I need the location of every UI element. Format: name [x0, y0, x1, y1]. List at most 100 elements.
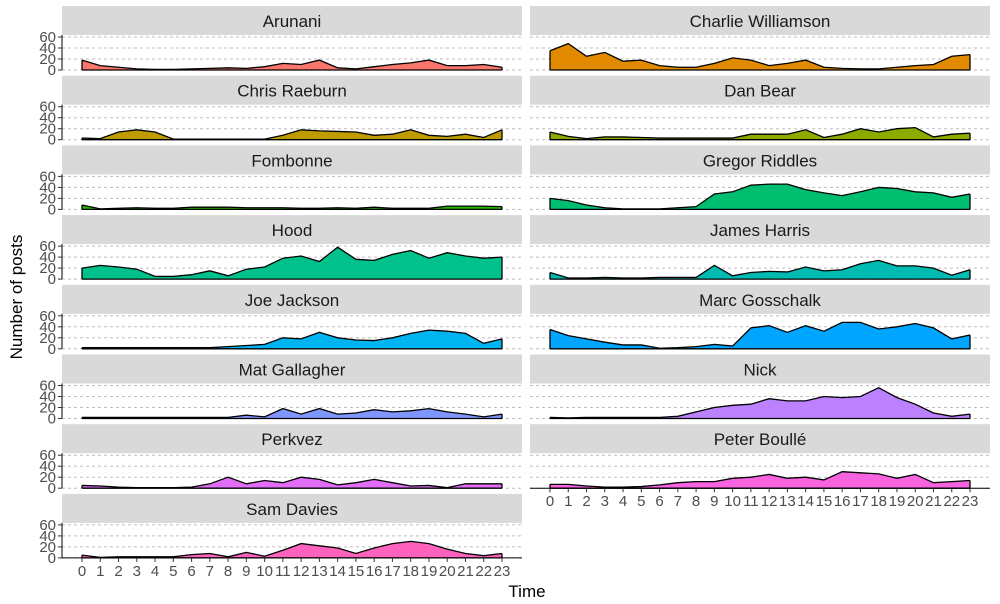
- series-area-james-harris: [550, 260, 970, 280]
- facet-strip-label: Perkvez: [261, 430, 322, 449]
- series-line-charlie-williamson: [549, 42, 971, 70]
- facet-charlie-williamson: Charlie Williamson: [530, 6, 990, 71]
- x-tick-label: 6: [187, 563, 195, 580]
- series-area-mat-gallagher: [82, 408, 502, 419]
- y-tick-label: 0: [48, 341, 56, 358]
- x-tick-label: 9: [710, 493, 718, 510]
- y-tick-label: 60: [39, 99, 56, 116]
- facet-strip-label: Peter Boullé: [714, 430, 807, 449]
- facet-strip-label: Mat Gallagher: [239, 361, 346, 380]
- series-area-peter-boulle: [550, 471, 970, 489]
- x-tick-label: 1: [564, 493, 572, 510]
- facet-nick: Nick: [530, 354, 990, 420]
- x-tick-label: 16: [366, 563, 383, 580]
- y-tick-label: 0: [48, 271, 56, 288]
- y-tick-label: 60: [39, 378, 56, 395]
- series-area-nick: [550, 387, 970, 419]
- x-tick-label: 7: [674, 493, 682, 510]
- x-tick-label: 19: [421, 563, 438, 580]
- y-tick-label: 20: [39, 190, 56, 207]
- x-tick-label: 23: [962, 493, 979, 510]
- series-line-hood: [81, 246, 503, 277]
- x-tick-label: 4: [151, 563, 159, 580]
- x-tick-label: 14: [329, 563, 346, 580]
- y-tick-label: 0: [48, 132, 56, 149]
- y-tick-label: 40: [39, 40, 56, 57]
- x-tick-label: 19: [889, 493, 906, 510]
- series-line-chris-raeburn: [81, 129, 503, 140]
- x-tick-label: 0: [546, 493, 554, 510]
- facet-strip-label: Fombonne: [251, 151, 332, 170]
- x-tick-label: 16: [834, 493, 851, 510]
- facet-strip: [62, 284, 522, 314]
- facet-strip-label: James Harris: [710, 221, 810, 240]
- x-tick-label: 20: [907, 493, 924, 510]
- x-tick-label: 18: [870, 493, 887, 510]
- x-tick-label: 3: [133, 563, 141, 580]
- facet-gregor-riddles: Gregor Riddles: [530, 145, 990, 211]
- series-line-fombonne: [81, 204, 503, 210]
- y-tick-label: 40: [39, 179, 56, 196]
- x-tick-label: 18: [402, 563, 419, 580]
- y-tick-label: 40: [39, 389, 56, 406]
- x-tick-label: 9: [242, 563, 250, 580]
- x-tick-label: 14: [797, 493, 814, 510]
- facet-strip-label: Dan Bear: [724, 82, 796, 101]
- x-tick-label: 20: [439, 563, 456, 580]
- facet-strip: [62, 215, 522, 245]
- series-line-nick: [549, 386, 971, 419]
- x-tick-label: 10: [256, 563, 273, 580]
- series-area-marc-gosschalk: [550, 322, 970, 349]
- x-tick-label: 2: [582, 493, 590, 510]
- y-tick-label: 40: [39, 319, 56, 336]
- facet-strip: [530, 424, 990, 454]
- x-tick-label: 12: [293, 563, 310, 580]
- x-tick-label: 17: [384, 563, 401, 580]
- series-area-joe-jackson: [82, 330, 502, 349]
- facet-marc-gosschalk: Marc Gosschalk: [530, 284, 990, 350]
- facet-james-harris: James Harris: [530, 215, 990, 280]
- x-tick-label: 22: [475, 563, 492, 580]
- facet-strip: [62, 6, 522, 35]
- facet-strip: [530, 284, 990, 314]
- x-tick-label: 4: [619, 493, 627, 510]
- y-tick-label: 40: [39, 458, 56, 475]
- x-tick-label: 7: [206, 563, 214, 580]
- x-tick-label: 8: [692, 493, 700, 510]
- x-tick-label: 10: [724, 493, 741, 510]
- y-tick-label: 60: [39, 308, 56, 325]
- y-tick-label: 0: [48, 480, 56, 497]
- facet-dan-bear: Dan Bear: [530, 75, 990, 141]
- y-tick-label: 20: [39, 400, 56, 417]
- facet-strip-label: Chris Raeburn: [237, 82, 347, 101]
- x-tick-label: 13: [779, 493, 796, 510]
- facet-strip: [530, 75, 990, 105]
- facet-strip-label: Marc Gosschalk: [699, 291, 821, 310]
- y-tick-label: 0: [48, 201, 56, 218]
- facet-strip: [530, 354, 990, 384]
- y-tick-label: 20: [39, 51, 56, 68]
- y-tick-label: 0: [48, 62, 56, 79]
- x-tick-label: 13: [311, 563, 328, 580]
- x-tick-label: 23: [494, 563, 511, 580]
- x-tick-label: 1: [96, 563, 104, 580]
- series-area-fombonne: [82, 205, 502, 210]
- series-area-sam-davies: [82, 541, 502, 558]
- y-tick-label: 60: [39, 517, 56, 534]
- y-tick-label: 20: [39, 260, 56, 277]
- series-area-dan-bear: [550, 127, 970, 140]
- x-tick-label: 6: [655, 493, 663, 510]
- facet-strip: [62, 354, 522, 384]
- x-tick-label: 11: [275, 563, 291, 580]
- facet-strip-label: Joe Jackson: [245, 291, 340, 310]
- series-area-chris-raeburn: [82, 129, 502, 140]
- facet-strip-label: Nick: [743, 361, 777, 380]
- y-tick-label: 60: [39, 447, 56, 464]
- facet-strip-label: Gregor Riddles: [703, 151, 817, 170]
- facet-strip: [62, 75, 522, 105]
- x-tick-label: 5: [637, 493, 645, 510]
